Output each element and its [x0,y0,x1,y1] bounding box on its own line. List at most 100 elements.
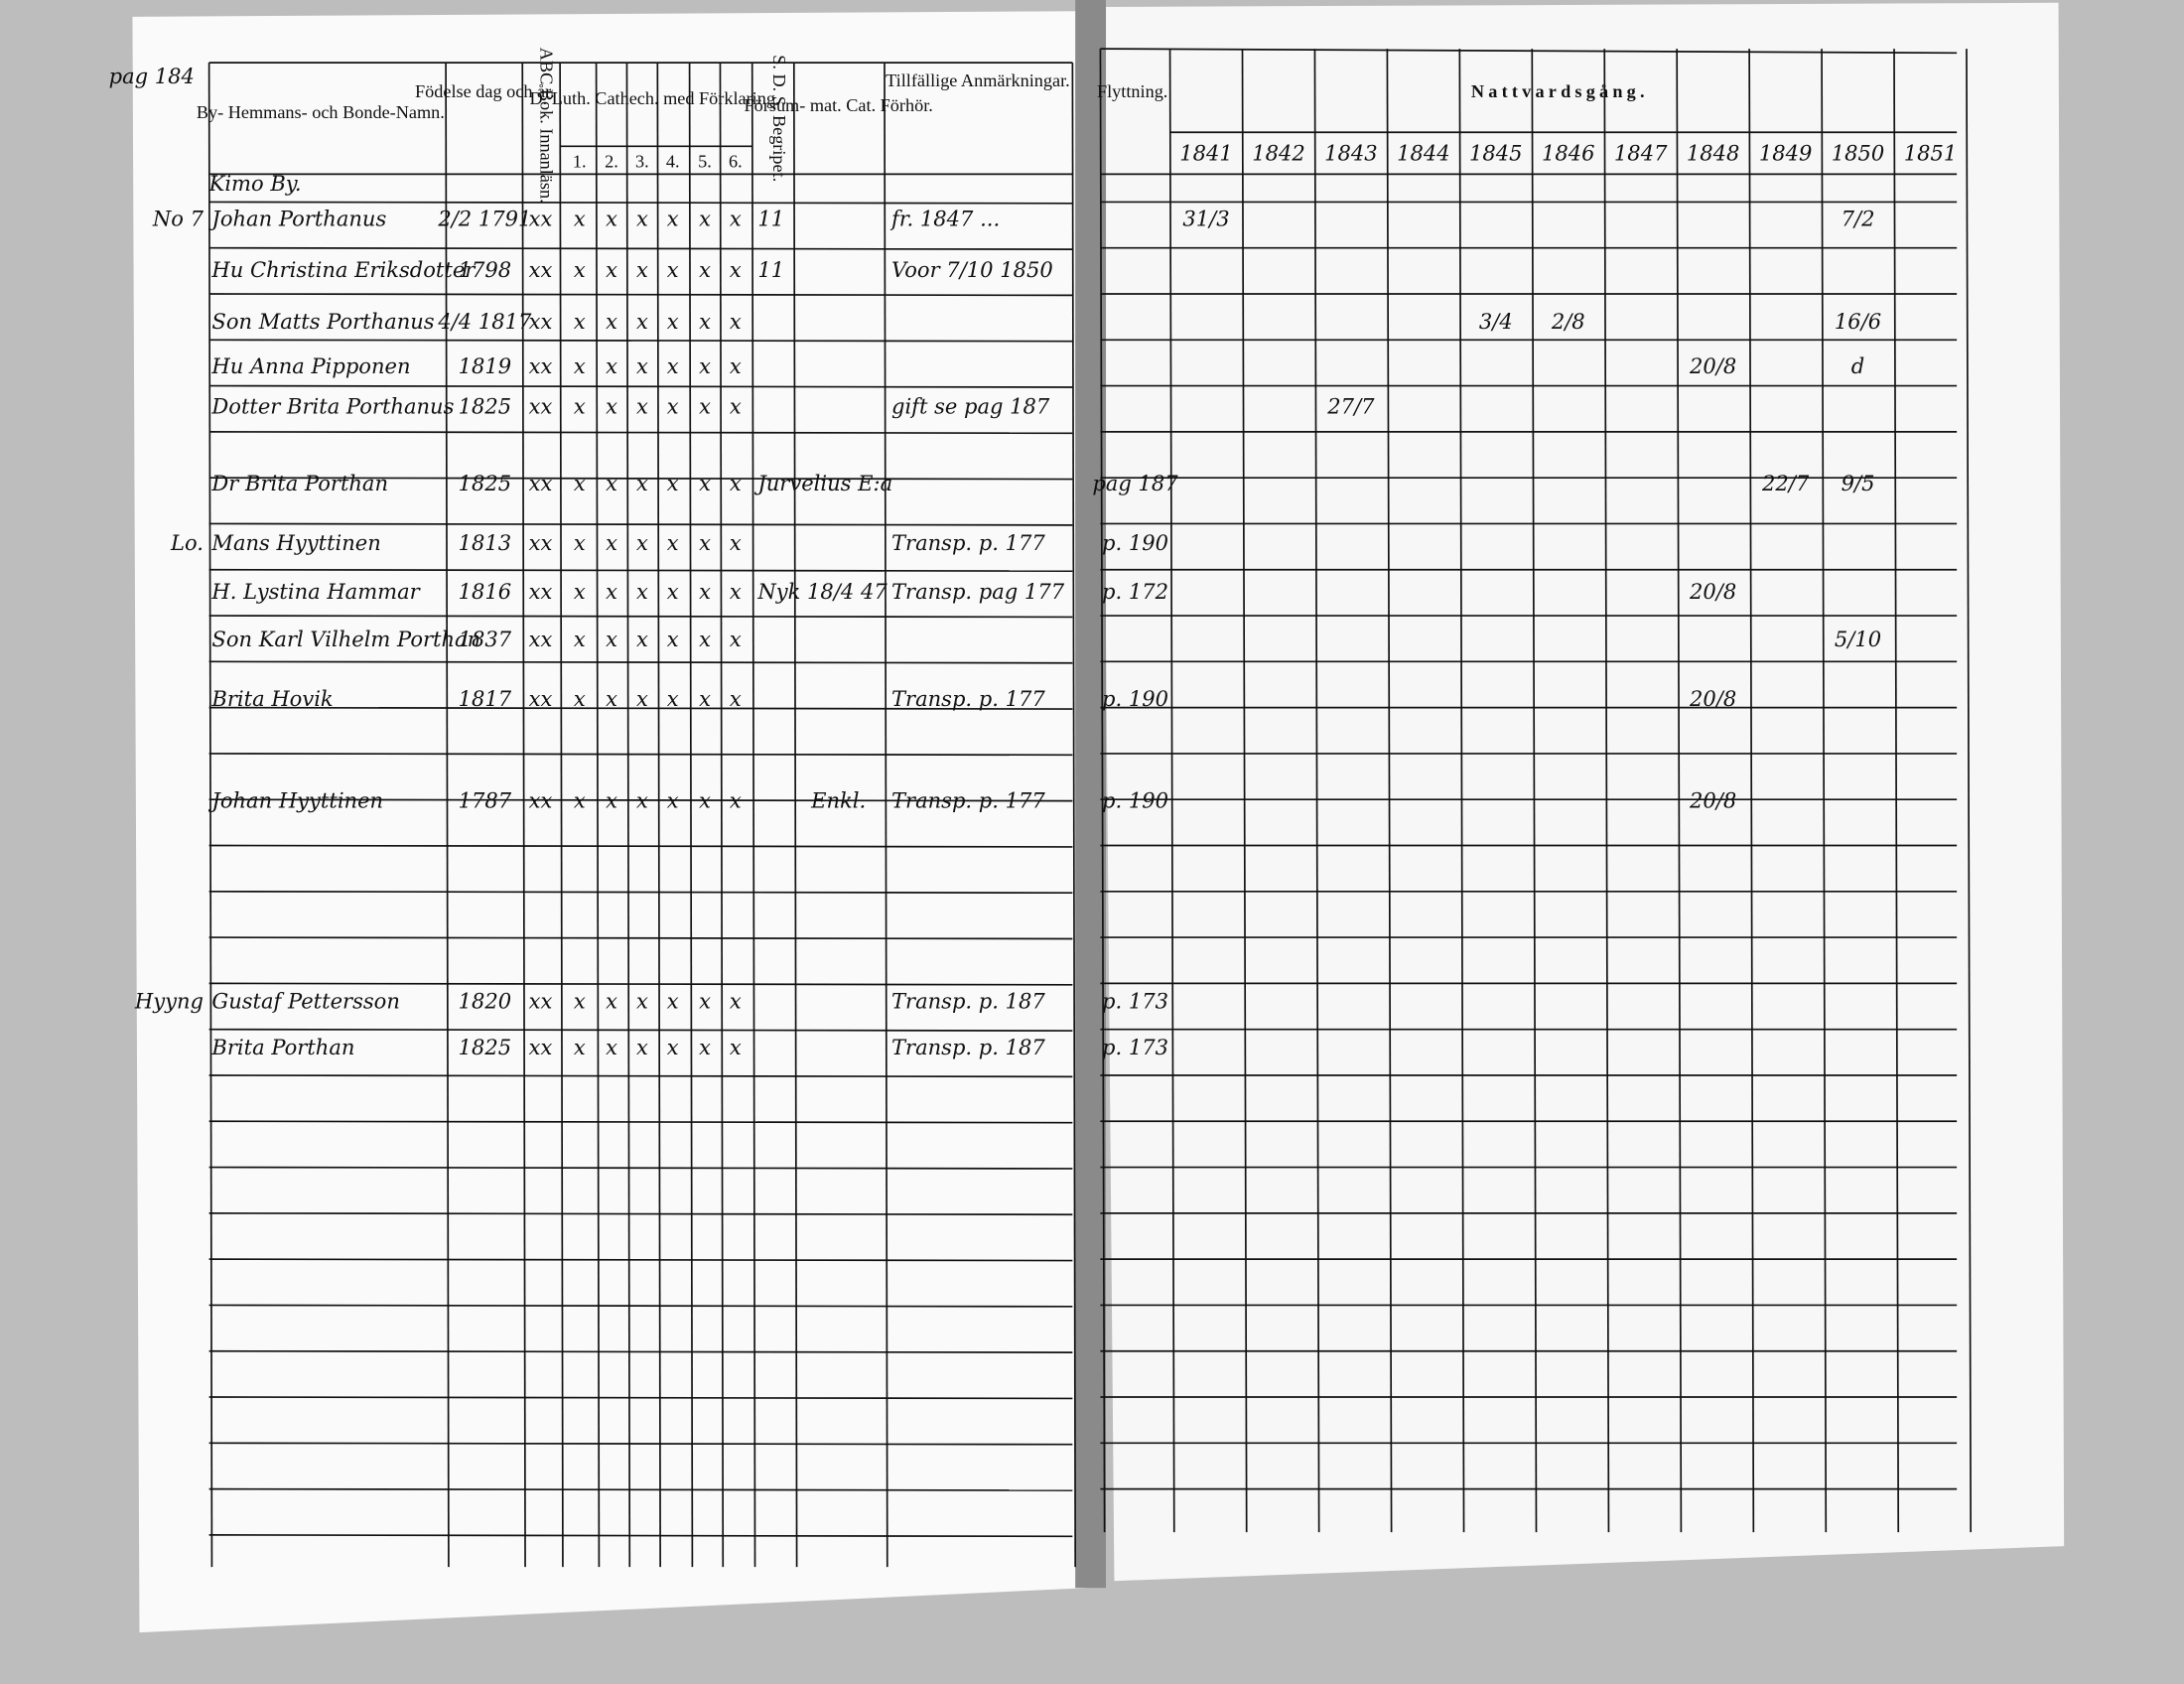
person-name: Hu Christina Eriksdotter [210,257,477,282]
communion-date: 3/4 [1479,309,1513,334]
abc-mark: xx [529,530,553,555]
cat-mark: x [730,788,742,813]
rule [688,63,694,1568]
abc-mark: xx [529,353,553,378]
mark: Lo. [170,530,204,555]
cat-mark: x [730,627,742,651]
year: 1843 [1324,140,1378,165]
sds-mark: 11 [757,206,784,230]
abc-mark: xx [529,686,553,711]
abc-mark: xx [529,471,553,495]
cat-mark: x [667,353,679,378]
cat-mark: x [699,309,711,334]
cat-mark: x [606,471,617,495]
cat-mark: x [574,579,586,604]
cat-part: 4. [666,151,680,171]
rule [792,63,798,1568]
remark: fr. 1847 ... [889,206,1000,230]
rule [208,1258,1073,1262]
rule [208,706,1073,710]
communion-date: 20/8 [1689,353,1736,378]
remark: Transp. p. 177 [891,686,1045,711]
rule [208,431,1073,435]
cat-mark: x [699,206,711,230]
rule [208,1442,1073,1446]
rule [208,890,1073,895]
cat-mark: x [636,206,648,230]
cat-mark: x [667,471,679,495]
moving-ref: p. 190 [1102,530,1168,555]
cat-mark: x [667,309,679,334]
birth-date: 1819 [459,353,512,378]
cat-mark: x [667,788,679,813]
person-name: Brita Porthan [210,1035,354,1059]
cat-mark: x [636,686,648,711]
year: 1844 [1397,140,1450,165]
rule [208,936,1073,940]
cat-mark: x [574,627,586,651]
cat-mark: x [636,1035,648,1059]
cat-mark: x [606,579,617,604]
person-name: Dotter Brita Porthanus [210,394,454,419]
rule [1821,49,1828,1533]
rule [208,568,1073,572]
year: 1850 [1832,140,1885,165]
sds-mark: 11 [757,257,784,282]
abc-mark: xx [529,579,553,604]
birth-date: 4/4 1817 [437,309,532,334]
cat-mark: x [636,471,648,495]
birth-date: 1820 [459,989,512,1014]
cat-mark: x [574,394,586,419]
rule [884,63,888,1568]
grid [207,48,1973,1568]
cat-mark: x [667,627,679,651]
cat-mark: x [606,530,617,555]
person-name: Gustaf Pettersson [211,989,399,1014]
rule [1168,49,1175,1533]
rule [521,63,526,1568]
year: 1841 [1179,140,1233,165]
year: 1849 [1759,140,1813,165]
birth-date: 1798 [459,257,512,282]
rule [625,63,631,1568]
rule [208,1166,1073,1170]
communion-date: 7/2 [1842,206,1875,230]
birth-date: 1813 [459,530,512,555]
cat-mark: x [574,686,586,711]
cat-mark: x [636,530,648,555]
forsum-mark: Enkl. [810,788,866,813]
birth-date: 1817 [459,686,512,711]
rule [1603,49,1610,1533]
abc-mark: xx [529,394,553,419]
rule [208,1396,1073,1400]
cat-mark: x [667,530,679,555]
cat-mark: x [636,353,648,378]
year: 1848 [1687,140,1740,165]
cat-mark: x [667,579,679,604]
year: 1842 [1252,140,1305,165]
cat-mark: x [636,257,648,282]
cat-mark: x [574,530,586,555]
cat-mark: x [699,257,711,282]
cat-part: 2. [605,151,618,171]
cat-mark: x [699,686,711,711]
cat-mark: x [574,257,586,282]
rule [1100,48,1958,55]
remark: Transp. pag 177 [891,579,1065,604]
remark: Transp. p. 187 [891,989,1045,1014]
abc-mark: xx [529,788,553,813]
header-communion: Nattvardsgång. [1471,81,1649,101]
cat-mark: x [606,394,617,419]
person-name: Hu Anna Pipponen [210,353,410,378]
cat-mark: x [606,1035,617,1059]
cat-mark: x [699,989,711,1014]
rule [1893,49,1900,1533]
rule [208,1212,1073,1216]
rule [1748,49,1755,1533]
cat-mark: x [730,206,742,230]
village: Kimo By. [208,171,302,196]
cat-mark: x [606,788,617,813]
abc-mark: xx [529,257,553,282]
